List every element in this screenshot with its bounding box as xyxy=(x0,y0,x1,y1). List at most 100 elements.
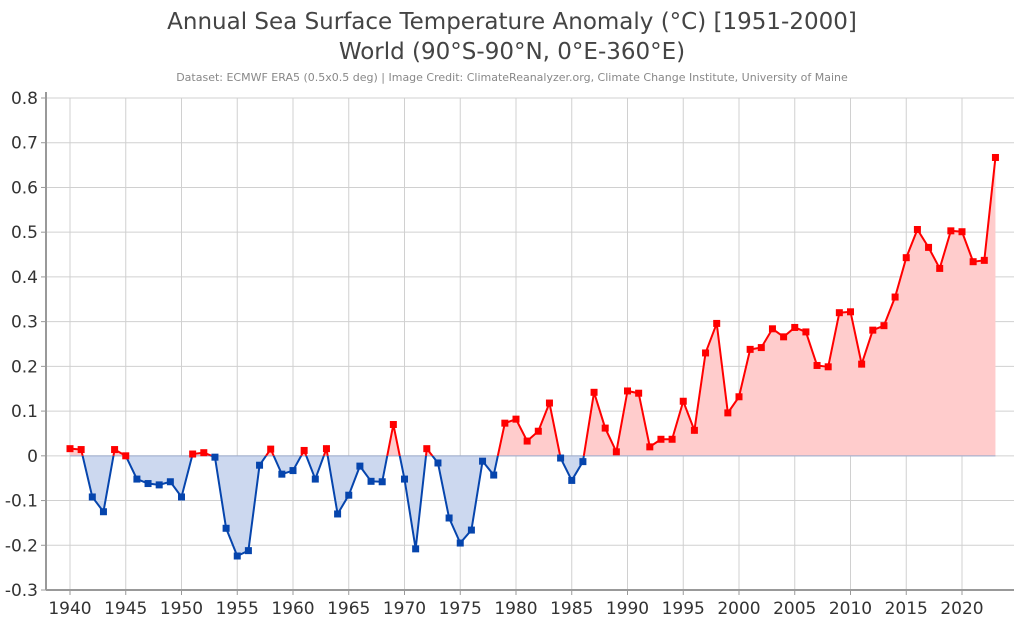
y-tick-label: -0.2 xyxy=(5,536,38,556)
data-point-1942 xyxy=(88,493,96,501)
data-point-2019 xyxy=(947,227,955,235)
data-point-1954 xyxy=(222,524,230,532)
data-point-1983 xyxy=(545,399,553,407)
data-point-2012 xyxy=(869,326,877,334)
data-point-1947 xyxy=(144,480,152,488)
data-point-2016 xyxy=(913,225,921,233)
data-point-1999 xyxy=(724,409,732,417)
data-point-2002 xyxy=(757,344,765,352)
data-point-2005 xyxy=(791,323,799,331)
data-point-1952 xyxy=(200,449,208,457)
data-point-1988 xyxy=(601,424,609,432)
data-point-1957 xyxy=(256,461,264,469)
data-point-2008 xyxy=(824,363,832,371)
data-point-1992 xyxy=(646,443,654,451)
data-point-1991 xyxy=(635,389,643,397)
y-tick-label: 0.5 xyxy=(11,223,38,243)
data-point-1964 xyxy=(334,510,342,518)
data-point-1951 xyxy=(189,450,197,458)
data-point-1981 xyxy=(523,437,531,445)
y-tick-label: -0.1 xyxy=(5,492,38,512)
data-point-2021 xyxy=(969,258,977,266)
y-tick-label: 0.3 xyxy=(11,313,38,333)
data-point-1979 xyxy=(501,419,509,427)
data-point-1949 xyxy=(166,478,174,486)
data-point-1963 xyxy=(322,445,330,453)
data-point-1996 xyxy=(690,426,698,434)
data-point-1955 xyxy=(233,552,241,560)
data-point-1950 xyxy=(178,493,185,501)
axes: 0.8 0.7 0.6 0.5 0.4 0.3 0.2 0.1 0 -0.1 -0.2 -0.3 194… xyxy=(5,89,1014,619)
y-tick-label: 0.7 xyxy=(11,134,38,154)
x-tick-label: 2020 xyxy=(940,599,983,619)
data-point-1976 xyxy=(467,526,475,534)
data-point-1984 xyxy=(557,454,565,462)
x-tick-label: 2000 xyxy=(717,599,760,619)
data-point-1990 xyxy=(624,387,631,395)
data-point-2010 xyxy=(847,308,854,316)
data-point-1971 xyxy=(412,545,420,553)
data-point-1989 xyxy=(612,448,620,456)
x-tick-label: 1945 xyxy=(104,599,147,619)
positive-area xyxy=(70,157,996,456)
x-tick-label: 2015 xyxy=(885,599,928,619)
data-point-2015 xyxy=(902,254,910,262)
y-tick-label: 0.8 xyxy=(11,89,38,109)
data-point-1998 xyxy=(713,319,721,327)
x-tick-label: 1940 xyxy=(48,599,91,619)
x-tick-label: 1965 xyxy=(327,599,370,619)
y-tick-label: -0.3 xyxy=(5,581,38,601)
data-point-1948 xyxy=(155,481,163,489)
x-tick-label: 2010 xyxy=(829,599,872,619)
y-tick-label: 0.6 xyxy=(11,178,38,198)
y-tick-label: 0.4 xyxy=(11,268,38,288)
data-point-1961 xyxy=(300,446,308,454)
data-point-2023 xyxy=(991,153,999,161)
data-point-2018 xyxy=(936,264,944,272)
data-point-1944 xyxy=(111,446,119,454)
data-point-2020 xyxy=(958,228,966,236)
data-point-1975 xyxy=(456,539,464,547)
data-point-1956 xyxy=(244,547,252,555)
data-point-2022 xyxy=(980,256,988,264)
data-point-1967 xyxy=(367,477,375,485)
x-tick-label: 1960 xyxy=(271,599,314,619)
x-tick-label: 1990 xyxy=(606,599,649,619)
data-point-1965 xyxy=(345,491,353,499)
data-point-2006 xyxy=(802,328,810,336)
data-point-1941 xyxy=(77,446,85,454)
data-point-1986 xyxy=(579,458,587,466)
data-point-2014 xyxy=(891,293,899,301)
data-point-1978 xyxy=(490,471,498,479)
data-point-1968 xyxy=(378,478,386,486)
data-point-2004 xyxy=(780,333,788,341)
x-tick-label: 2005 xyxy=(773,599,816,619)
data-point-2011 xyxy=(858,360,866,368)
data-point-1940 xyxy=(66,445,74,453)
data-point-1972 xyxy=(423,445,431,453)
x-tick-label: 1970 xyxy=(383,599,426,619)
y-tick-label: 0.2 xyxy=(11,357,38,377)
data-point-1987 xyxy=(590,388,598,396)
x-tick-label: 1950 xyxy=(160,599,203,619)
data-point-1980 xyxy=(512,415,520,423)
negative-area xyxy=(70,455,996,557)
data-point-1960 xyxy=(289,467,297,475)
x-tick-label: 1995 xyxy=(662,599,705,619)
data-point-1970 xyxy=(401,475,408,483)
data-point-2009 xyxy=(835,309,843,317)
data-point-1958 xyxy=(267,445,275,453)
x-tick-label: 1955 xyxy=(216,599,259,619)
data-point-1995 xyxy=(679,397,687,405)
data-point-1966 xyxy=(356,462,364,470)
x-tick-label: 1980 xyxy=(494,599,537,619)
y-tick-label: 0 xyxy=(27,447,38,467)
data-point-1994 xyxy=(668,435,676,443)
chart-subtitle: World (90°S-90°N, 0°E-360°E) xyxy=(339,39,685,65)
markers xyxy=(66,153,999,560)
data-point-1973 xyxy=(434,459,442,467)
data-point-1997 xyxy=(702,349,710,357)
data-point-2003 xyxy=(768,325,776,333)
data-point-1962 xyxy=(311,475,319,483)
